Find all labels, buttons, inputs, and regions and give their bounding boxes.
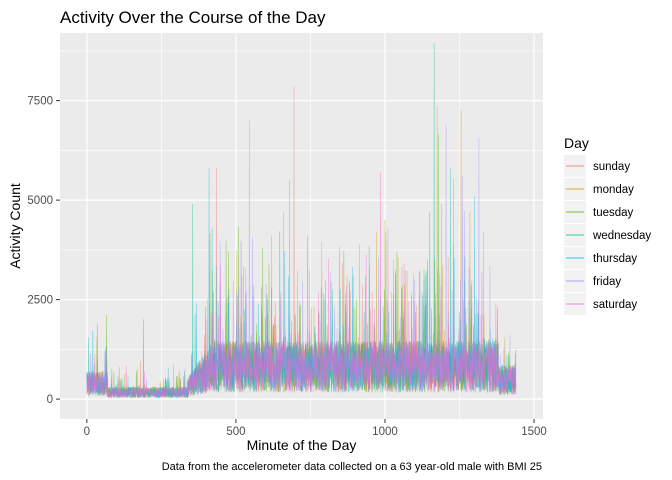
legend-title: Day xyxy=(564,135,589,151)
x-tick-label: 1500 xyxy=(521,426,547,438)
legend-items: sunday monday tuesday wednesday thursday frid… xyxy=(564,155,651,315)
y-axis: 0 2500 5000 7500 xyxy=(27,96,60,406)
legend-label-monday: monday xyxy=(593,184,634,196)
legend-label-sunday: sunday xyxy=(593,161,630,173)
series-layer xyxy=(86,42,517,399)
x-tick-label: 0 xyxy=(84,426,90,438)
legend-label-tuesday: tuesday xyxy=(593,207,634,219)
y-tick-label: 0 xyxy=(47,394,53,406)
y-axis-title: Activity Count xyxy=(7,183,23,269)
legend-label-saturday: saturday xyxy=(593,299,637,311)
legend-label-friday: friday xyxy=(593,276,621,288)
legend-label-wednesday: wednesday xyxy=(592,230,651,242)
x-axis-title: Minute of the Day xyxy=(247,437,357,453)
chart-caption: Data from the accelerometer data collect… xyxy=(162,461,542,473)
x-tick-label: 1000 xyxy=(372,426,398,438)
y-tick-label: 5000 xyxy=(27,195,53,207)
chart-title: Activity Over the Course of the Day xyxy=(60,8,326,27)
x-tick-label: 500 xyxy=(226,426,245,438)
y-tick-label: 7500 xyxy=(27,96,53,108)
y-tick-label: 2500 xyxy=(27,295,53,307)
x-axis: 0 500 1000 1500 xyxy=(84,419,547,438)
legend: Day sunday monday tuesday wednesday thursday… xyxy=(564,135,651,315)
series-line-saturday xyxy=(86,171,517,399)
legend-label-thursday: thursday xyxy=(593,253,637,265)
